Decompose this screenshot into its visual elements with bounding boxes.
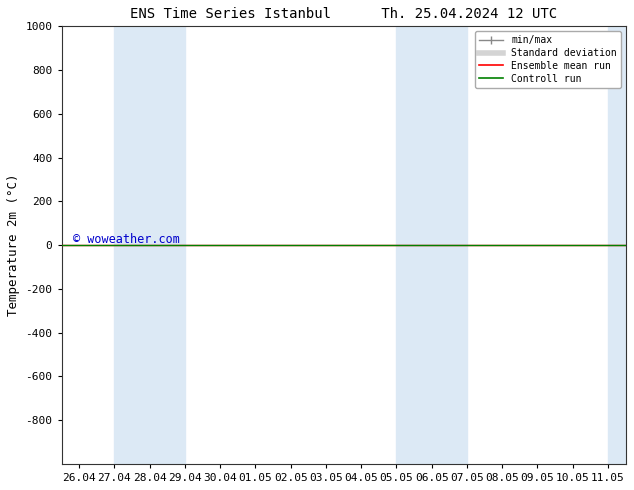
Y-axis label: Temperature 2m (°C): Temperature 2m (°C) [7, 174, 20, 317]
Bar [396, 26, 467, 464]
Title: ENS Time Series Istanbul      Th. 25.04.2024 12 UTC: ENS Time Series Istanbul Th. 25.04.2024 … [130, 7, 557, 21]
Legend: min/max, Standard deviation, Ensemble mean run, Controll run: min/max, Standard deviation, Ensemble me… [475, 31, 621, 88]
Text: © woweather.com: © woweather.com [73, 233, 179, 246]
Bar [608, 26, 634, 464]
Bar [114, 26, 185, 464]
